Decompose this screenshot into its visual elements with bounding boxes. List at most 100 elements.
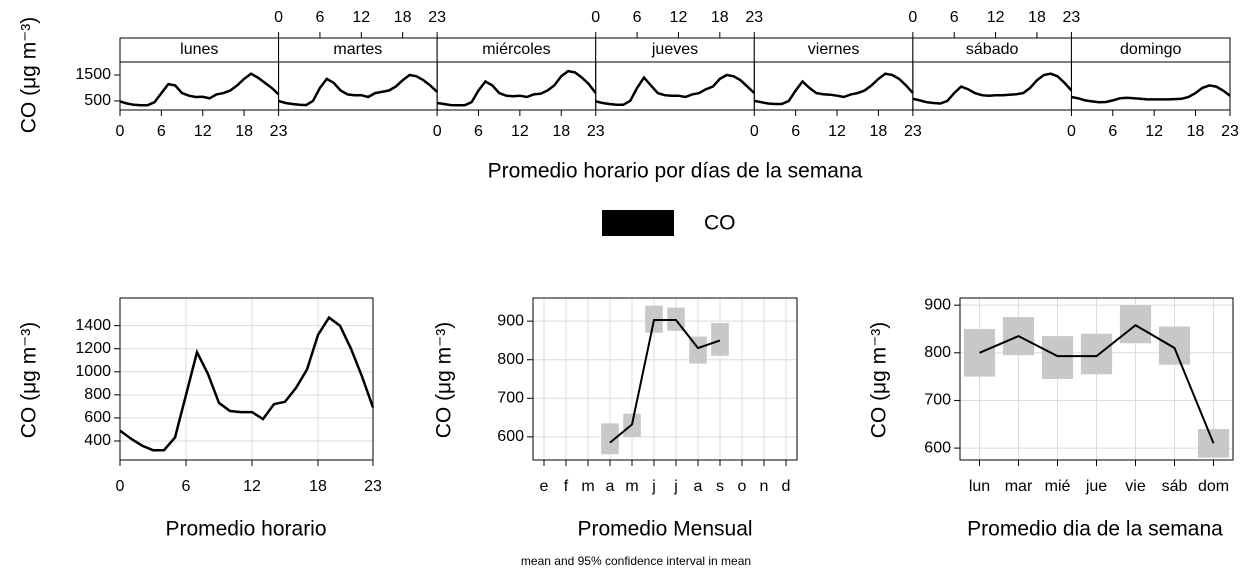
- strip: [278, 37, 438, 63]
- x-tick-label: 0: [274, 9, 283, 26]
- x-tick-label: 6: [315, 9, 324, 26]
- x-tick-label: 0: [750, 123, 759, 140]
- x-tick-label: 6: [182, 478, 191, 495]
- x-tick-label: 12: [670, 9, 688, 26]
- y-axis-label: CO (μg m⁻³): [18, 17, 41, 134]
- x-tick-label: 12: [1145, 123, 1163, 140]
- x-tick-label: 18: [1028, 9, 1046, 26]
- axis-title: Promedio dia de la semana: [967, 518, 1223, 541]
- panel-frame: [1070, 61, 1231, 111]
- x-tick-label: m: [581, 478, 594, 495]
- y-tick-label: 600: [924, 439, 951, 456]
- ci-box: [711, 323, 729, 356]
- line: [912, 72, 1073, 105]
- y-axis-label: CO (μg m⁻³): [18, 322, 41, 439]
- strip-label: lunes: [180, 41, 218, 58]
- x-tick-label: vie: [1125, 478, 1146, 495]
- panel-frame: [532, 297, 798, 461]
- line: [436, 69, 597, 107]
- panel-frame: [278, 61, 438, 111]
- y-tick-label: 800: [924, 344, 951, 361]
- x-tick-label: 18: [869, 123, 887, 140]
- y-tick-label: 600: [84, 409, 111, 426]
- x-tick-label: f: [564, 478, 569, 495]
- y-tick-label: 900: [924, 296, 951, 313]
- line: [609, 319, 721, 444]
- y-tick-label: 1500: [75, 66, 111, 83]
- line: [278, 73, 438, 107]
- x-tick-label: 6: [157, 123, 166, 140]
- axis-title: Promedio horario: [165, 518, 326, 541]
- y-tick-label: 400: [84, 432, 111, 449]
- x-tick-label: d: [782, 478, 791, 495]
- x-tick-label: 6: [633, 9, 642, 26]
- panel-frame: [119, 61, 280, 111]
- strip-label: jueves: [651, 41, 698, 58]
- panel-frame: [119, 297, 374, 461]
- chart-title: Promedio horario por días de la semana: [488, 160, 863, 183]
- line: [1071, 84, 1231, 104]
- x-tick-label: mar: [1005, 478, 1033, 495]
- x-tick-label: 12: [828, 123, 846, 140]
- x-tick-label: 23: [904, 123, 922, 140]
- x-tick-label: 6: [1108, 123, 1117, 140]
- line: [754, 72, 914, 106]
- x-tick-label: 12: [243, 478, 261, 495]
- x-tick-label: 0: [908, 9, 917, 26]
- x-tick-label: n: [760, 478, 769, 495]
- x-tick-label: 23: [745, 9, 763, 26]
- x-tick-label: 0: [116, 478, 125, 495]
- y-tick-label: 800: [497, 351, 524, 368]
- x-tick-label: 18: [711, 9, 729, 26]
- ci-box: [1041, 336, 1074, 379]
- y-tick-label: 900: [497, 312, 524, 329]
- x-tick-label: 18: [552, 123, 570, 140]
- y-tick-label: 700: [497, 390, 524, 407]
- x-tick-label: 0: [433, 123, 442, 140]
- x-tick-label: o: [738, 478, 747, 495]
- x-tick-label: 12: [987, 9, 1005, 26]
- strip: [753, 37, 914, 63]
- x-tick-label: 23: [428, 9, 446, 26]
- panel-frame: [595, 61, 755, 111]
- x-tick-label: sáb: [1162, 478, 1188, 495]
- line: [119, 315, 375, 452]
- legend-label: CO: [704, 212, 736, 235]
- y-axis-label: CO (μg m⁻³): [433, 322, 456, 439]
- x-tick-label: 6: [950, 9, 959, 26]
- x-tick-label: 23: [1221, 123, 1239, 140]
- x-tick-label: mié: [1045, 478, 1071, 495]
- footer: mean and 95% confidence interval in mean: [521, 554, 751, 568]
- x-tick-label: 12: [194, 123, 212, 140]
- x-tick-label: 6: [474, 123, 483, 140]
- x-tick-label: 12: [511, 123, 529, 140]
- x-tick-label: j: [651, 478, 656, 495]
- x-tick-label: s: [716, 478, 724, 495]
- line: [979, 323, 1215, 444]
- x-tick-label: dom: [1198, 478, 1229, 495]
- x-tick-label: m: [625, 478, 638, 495]
- legend-swatch: [602, 210, 674, 236]
- strip: [912, 37, 1072, 63]
- ci-box: [601, 423, 619, 455]
- strip-label: viernes: [808, 41, 860, 58]
- x-tick-label: 18: [394, 9, 412, 26]
- x-tick-label: 23: [364, 478, 382, 495]
- x-tick-label: j: [673, 478, 678, 495]
- ci-box: [1158, 326, 1191, 365]
- ci-box: [1080, 333, 1113, 375]
- y-tick-label: 1000: [75, 363, 111, 380]
- x-tick-label: 0: [1067, 123, 1076, 140]
- ci-box: [1197, 429, 1230, 458]
- strip-label: domingo: [1120, 41, 1181, 58]
- x-tick-label: 18: [1187, 123, 1205, 140]
- x-tick-label: 18: [309, 478, 327, 495]
- strip-label: martes: [333, 41, 382, 58]
- x-tick-label: lun: [969, 478, 990, 495]
- y-tick-label: 500: [84, 92, 111, 109]
- x-tick-label: 23: [587, 123, 605, 140]
- y-tick-label: 1200: [75, 340, 111, 357]
- line: [119, 72, 280, 107]
- x-tick-label: 23: [270, 123, 288, 140]
